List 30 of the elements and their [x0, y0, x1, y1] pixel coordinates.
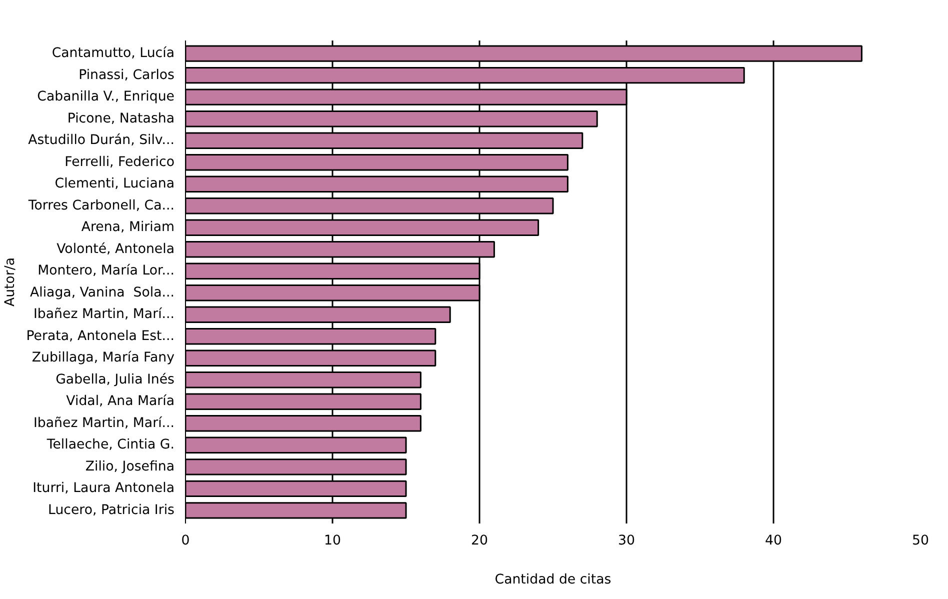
- y-tick-label: Ibañez Martin, Marí...: [34, 416, 175, 431]
- y-tick-label: Torres Carbonell, Ca...: [27, 198, 175, 214]
- y-tick-label: Zilio, Josefina: [85, 459, 175, 474]
- y-tick-label: Gabella, Julia Inés: [56, 372, 175, 388]
- y-tick-label: Astudillo Durán, Silv...: [28, 133, 175, 148]
- x-tick-label: 10: [324, 534, 341, 548]
- y-tick-label: Pinassi, Carlos: [78, 68, 175, 83]
- y-tick-label: Ferrelli, Federico: [64, 154, 175, 170]
- y-tick-label: Lucero, Patricia Iris: [48, 502, 175, 518]
- y-tick-label: Clementi, Luciana: [54, 176, 175, 192]
- y-tick-label: Perata, Antonela Est...: [26, 328, 175, 344]
- y-tick-label: Picone, Natasha: [67, 111, 174, 126]
- y-tick-label: Zubillaga, María Fany: [32, 350, 175, 366]
- y-tick-label: Ibañez Martin, Marí...: [34, 307, 175, 322]
- x-tick-label: 0: [181, 534, 190, 548]
- y-tick-label: Montero, María Lor...: [38, 264, 174, 279]
- y-tick-label: Iturri, Laura Antonela: [32, 481, 175, 496]
- y-tick-label: Cabanilla V., Enrique: [37, 90, 175, 105]
- y-tick-label: Cantamutto, Lucía: [52, 46, 175, 62]
- y-tick-label: Arena, Miriam: [81, 220, 175, 236]
- x-tick-label: 40: [765, 534, 782, 548]
- y-tick-label: Aliaga, Vanina Sola...: [30, 285, 175, 300]
- y-tick-label: Volonté, Antonela: [56, 242, 175, 257]
- y-axis-title: Autor/a: [3, 257, 18, 307]
- y-tick-label: Vidal, Ana María: [66, 394, 175, 410]
- x-tick-label: 20: [471, 534, 488, 548]
- x-tick-label: 30: [618, 534, 635, 548]
- x-axis-title: Cantidad de citas: [494, 572, 612, 588]
- y-tick-label: Tellaeche, Cintia G.: [46, 438, 175, 453]
- x-tick-label: 50: [912, 534, 929, 548]
